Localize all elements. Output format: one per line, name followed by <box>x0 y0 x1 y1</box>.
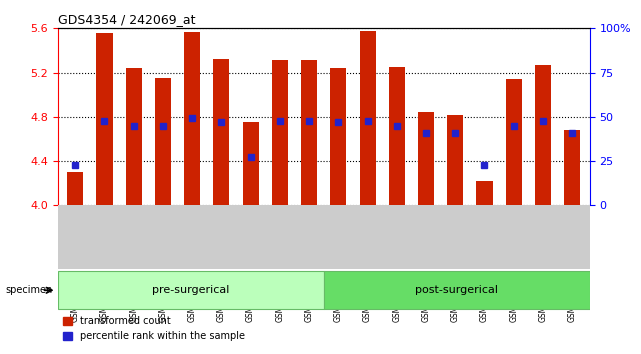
Bar <box>67 172 83 205</box>
Bar <box>418 113 434 205</box>
Bar <box>272 61 288 205</box>
Legend: transformed count, percentile rank within the sample: transformed count, percentile rank withi… <box>63 316 245 341</box>
Text: post-surgerical: post-surgerical <box>415 285 498 295</box>
Bar <box>96 33 113 205</box>
Bar <box>184 32 200 205</box>
FancyBboxPatch shape <box>324 271 590 309</box>
Text: pre-surgerical: pre-surgerical <box>152 285 229 295</box>
Bar <box>242 122 259 205</box>
Bar <box>301 61 317 205</box>
FancyBboxPatch shape <box>58 271 324 309</box>
Bar <box>535 65 551 205</box>
Bar <box>506 79 522 205</box>
Bar <box>447 115 463 205</box>
Bar <box>564 130 580 205</box>
Bar <box>388 67 405 205</box>
Bar <box>360 30 376 205</box>
Text: GDS4354 / 242069_at: GDS4354 / 242069_at <box>58 13 196 26</box>
Bar <box>213 59 229 205</box>
Bar <box>330 68 346 205</box>
Bar <box>476 181 492 205</box>
Bar <box>155 78 171 205</box>
Text: specimen: specimen <box>6 285 53 295</box>
Bar <box>126 68 142 205</box>
